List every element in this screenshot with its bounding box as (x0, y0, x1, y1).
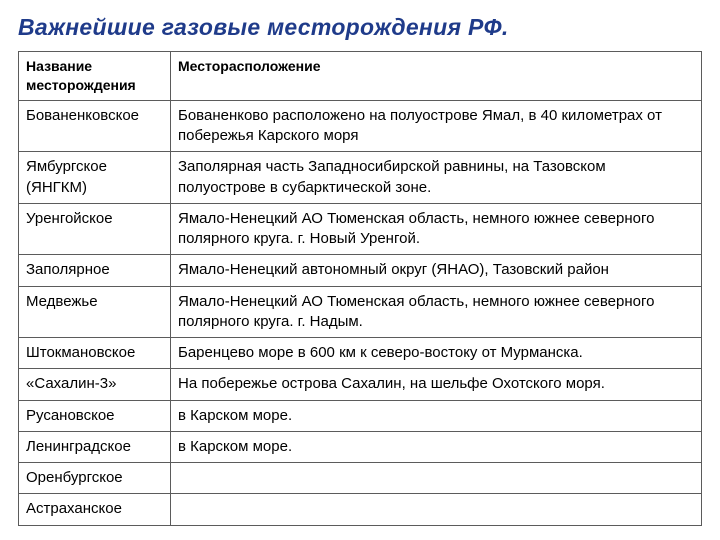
cell-name: Астраханское (19, 494, 171, 525)
table-row: Оренбургское (19, 463, 702, 494)
table-row: Ямбургское (ЯНГКМ) Заполярная часть Запа… (19, 152, 702, 204)
cell-location: Ямало-Ненецкий АО Тюменская область, нем… (171, 203, 702, 255)
cell-location: Ямало-Ненецкий автономный округ (ЯНАО), … (171, 255, 702, 286)
column-header-name: Название месторождения (19, 52, 171, 101)
table-row: Уренгойское Ямало-Ненецкий АО Тюменская … (19, 203, 702, 255)
cell-location: Ямало-Ненецкий АО Тюменская область, нем… (171, 286, 702, 338)
table-row: Астраханское (19, 494, 702, 525)
cell-location: На побережье острова Сахалин, на шельфе … (171, 369, 702, 400)
cell-location: Баренцево море в 600 км к северо-востоку… (171, 338, 702, 369)
gas-fields-table: Название месторождения Месторасположение… (18, 51, 702, 526)
table-header-row: Название месторождения Месторасположение (19, 52, 702, 101)
cell-name: Ленинградское (19, 431, 171, 462)
cell-location: Заполярная часть Западносибирской равнин… (171, 152, 702, 204)
table-row: Русановское в Карском море. (19, 400, 702, 431)
cell-name: Оренбургское (19, 463, 171, 494)
cell-name: Уренгойское (19, 203, 171, 255)
cell-name: Штокмановское (19, 338, 171, 369)
page-title: Важнейшие газовые месторождения РФ. (18, 14, 702, 41)
cell-name: «Сахалин-3» (19, 369, 171, 400)
table-row: Ленинградское в Карском море. (19, 431, 702, 462)
table-row: Медвежье Ямало-Ненецкий АО Тюменская обл… (19, 286, 702, 338)
table-row: Штокмановское Баренцево море в 600 км к … (19, 338, 702, 369)
cell-name: Медвежье (19, 286, 171, 338)
cell-location: в Карском море. (171, 431, 702, 462)
cell-name: Русановское (19, 400, 171, 431)
table-row: Заполярное Ямало-Ненецкий автономный окр… (19, 255, 702, 286)
cell-location (171, 463, 702, 494)
cell-location (171, 494, 702, 525)
cell-location: Бованенково расположено на полуострове Я… (171, 100, 702, 152)
cell-name: Бованенковское (19, 100, 171, 152)
table-row: «Сахалин-3» На побережье острова Сахалин… (19, 369, 702, 400)
cell-location: в Карском море. (171, 400, 702, 431)
table-row: Бованенковское Бованенково расположено н… (19, 100, 702, 152)
column-header-location: Месторасположение (171, 52, 702, 101)
cell-name: Заполярное (19, 255, 171, 286)
cell-name: Ямбургское (ЯНГКМ) (19, 152, 171, 204)
